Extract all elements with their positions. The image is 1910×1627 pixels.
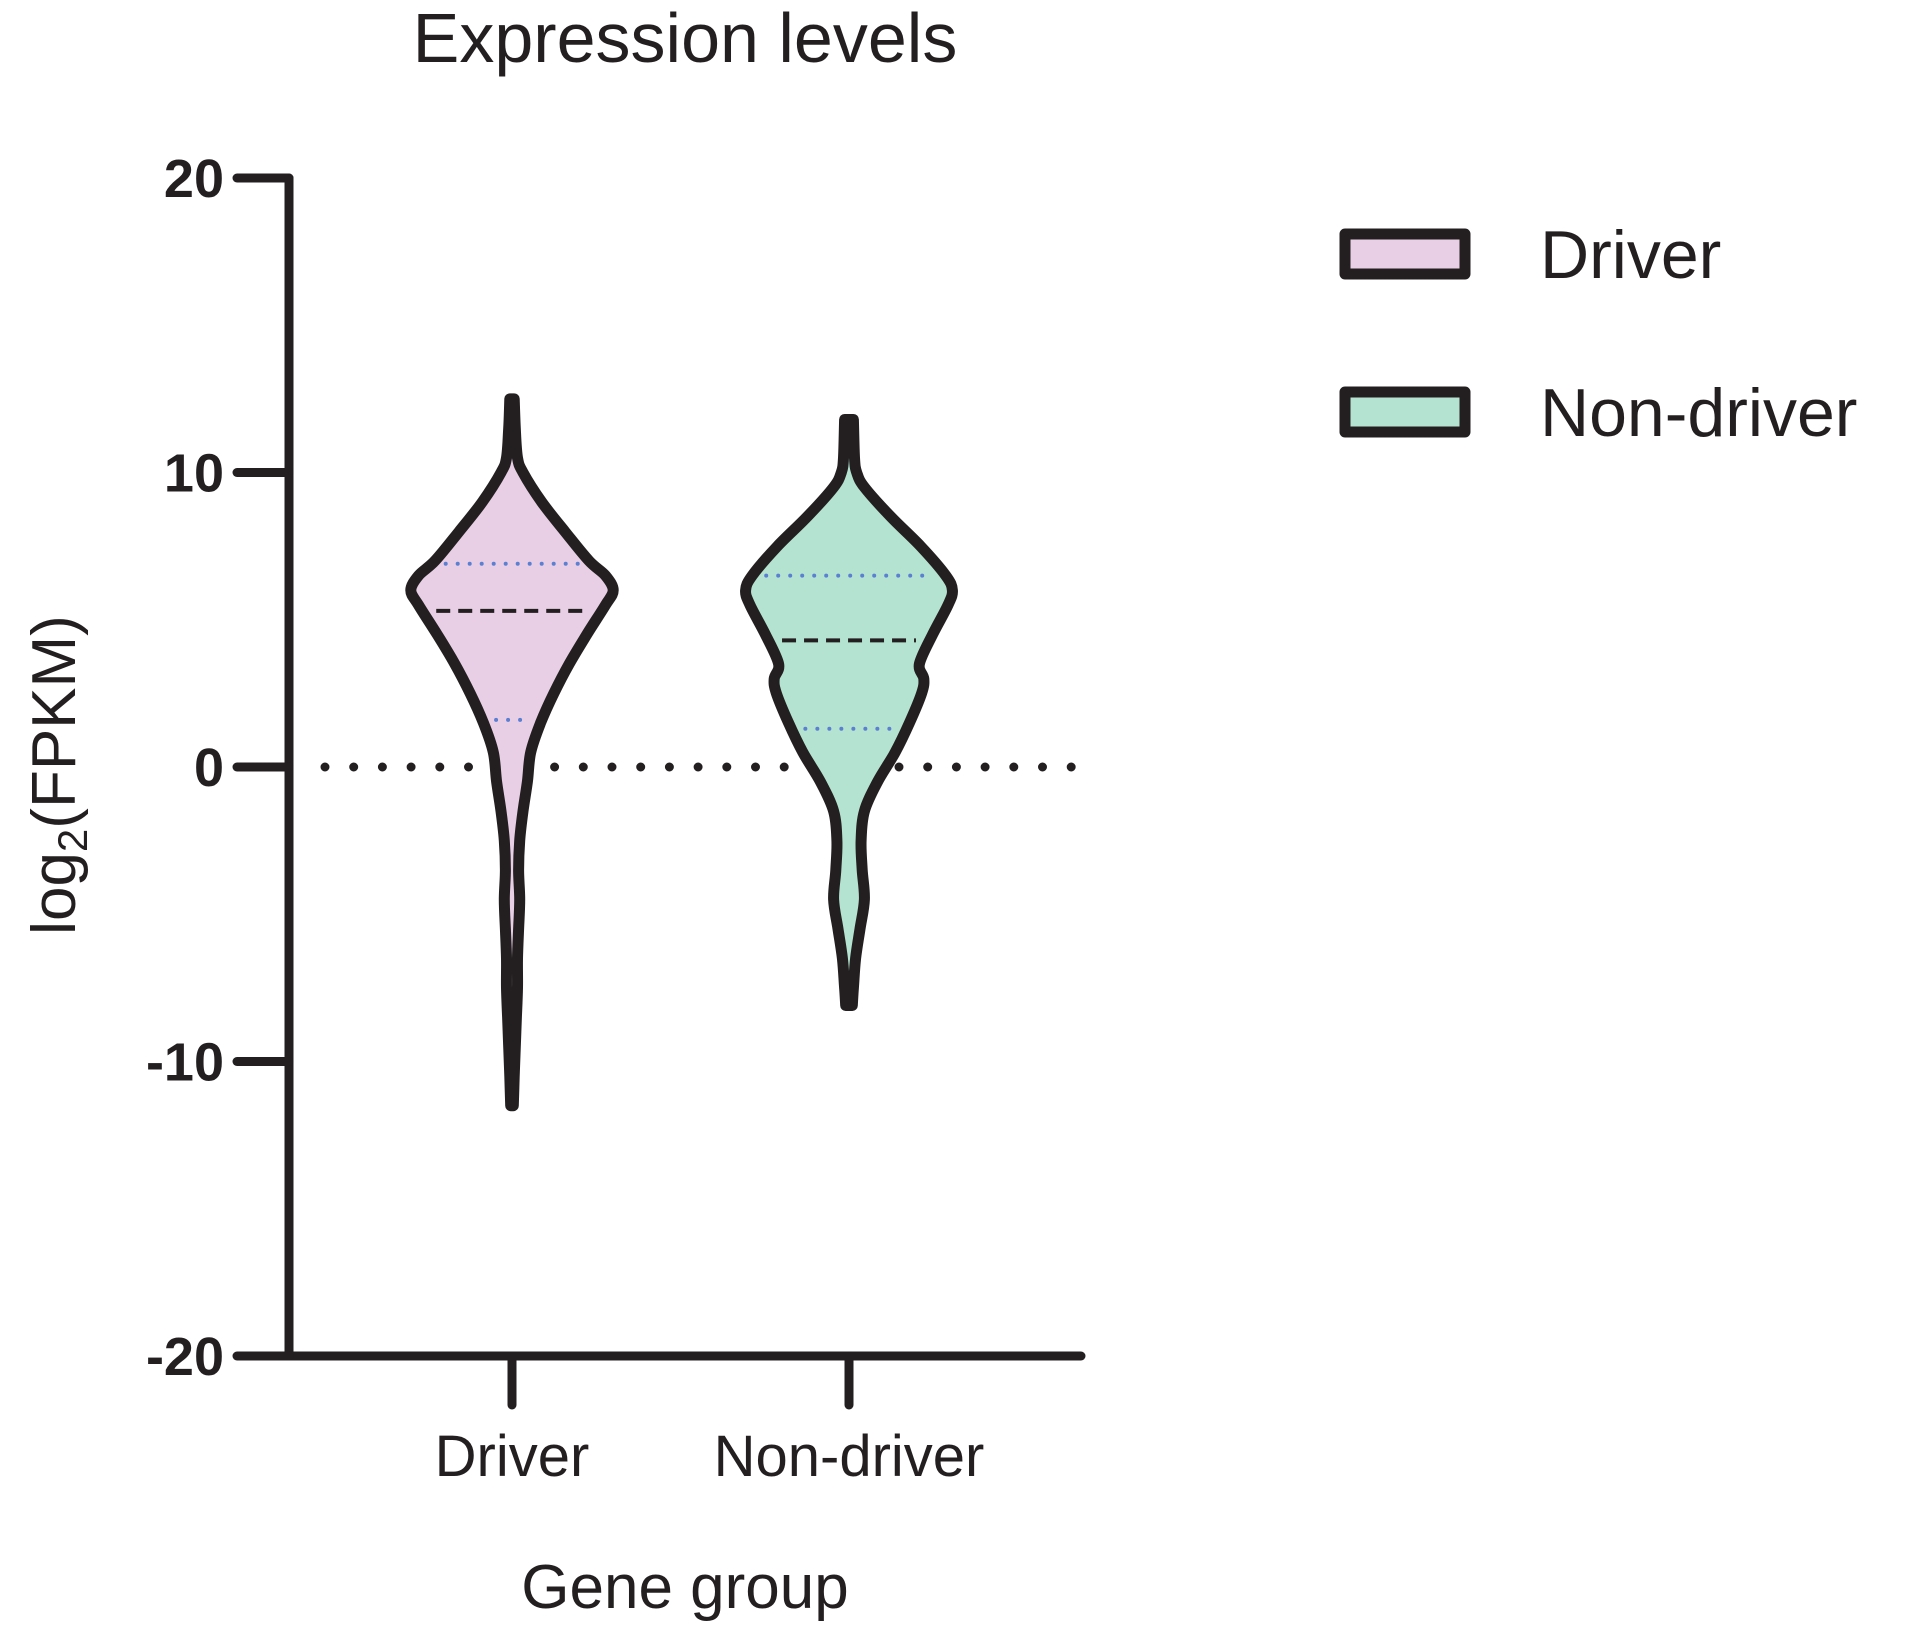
x-category-label: Non-driver: [714, 1424, 985, 1489]
x-ticks: Driver Non-driver: [435, 1351, 985, 1489]
violin-non-driver: [740, 414, 958, 1011]
y-axis-title: log2(FPKM): [20, 615, 96, 935]
x-category-label: Driver: [435, 1424, 590, 1489]
chart-title: Expression levels: [413, 0, 958, 77]
legend: Driver Non-driver: [1339, 217, 1857, 451]
y-tick-label: 10: [164, 444, 224, 504]
violin-driver: [405, 393, 619, 1112]
legend-label-driver: Driver: [1540, 217, 1721, 293]
x-axis-title: Gene group: [521, 1553, 848, 1622]
y-axis-title-rest: (FPKM): [20, 615, 89, 829]
y-tick-label: 20: [164, 149, 224, 209]
y-tick-label: 0: [194, 738, 224, 798]
legend-swatch-non-driver: [1339, 386, 1471, 438]
legend-label-non-driver: Non-driver: [1540, 375, 1857, 451]
y-ticks: 20 10 0 -10 -20: [146, 149, 294, 1387]
legend-swatch-driver: [1339, 228, 1471, 280]
y-axis-title-subscript: 2: [49, 829, 96, 852]
y-axis-title-main: log: [20, 852, 89, 935]
violins: [405, 393, 958, 1112]
y-tick-label: -10: [146, 1033, 224, 1093]
y-tick-label: -20: [146, 1327, 224, 1387]
